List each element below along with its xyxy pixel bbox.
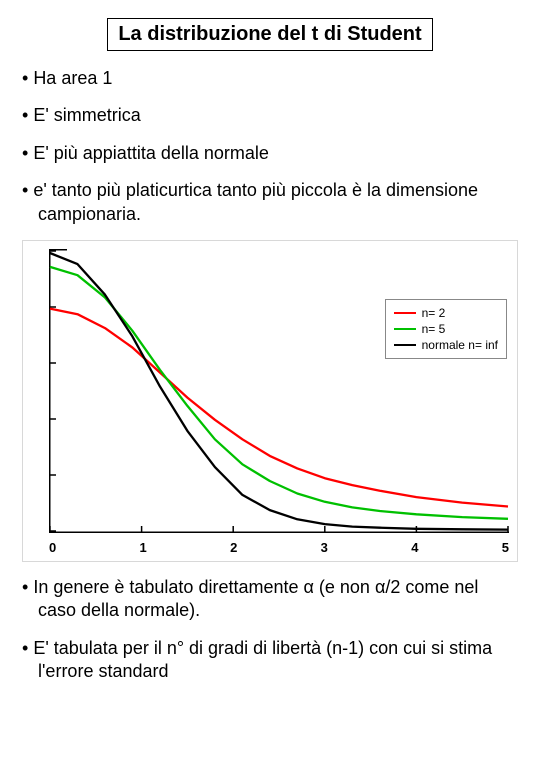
legend-label: normale n= inf: [422, 338, 498, 352]
x-tick-label: 2: [230, 540, 237, 555]
bullet-item: E' tabulata per il n° di gradi di libert…: [22, 637, 518, 684]
legend-swatch: [394, 344, 416, 346]
bullet-item: e' tanto più platicurtica tanto più picc…: [22, 179, 518, 226]
legend-label: n= 2: [422, 306, 446, 320]
bullet-item: E' più appiattita della normale: [22, 142, 518, 165]
title-box: La distribuzione del t di Student: [107, 18, 432, 51]
x-tick-label: 5: [502, 540, 509, 555]
page-title: La distribuzione del t di Student: [118, 23, 421, 45]
legend-row: n= 2: [394, 306, 498, 320]
legend-label: n= 5: [422, 322, 446, 336]
x-tick-label: 3: [321, 540, 328, 555]
bullets-bottom: In genere è tabulato direttamente α (e n…: [22, 576, 518, 684]
legend-swatch: [394, 312, 416, 314]
legend-swatch: [394, 328, 416, 330]
x-tick-label: 1: [140, 540, 147, 555]
legend-row: normale n= inf: [394, 338, 498, 352]
bullets-top: Ha area 1 E' simmetrica E' più appiattit…: [22, 67, 518, 226]
legend: n= 2 n= 5 normale n= inf: [385, 299, 507, 359]
legend-row: n= 5: [394, 322, 498, 336]
chart-container: n= 2 n= 5 normale n= inf 0 1 2 3 4 5: [22, 240, 518, 562]
x-tick-label: 4: [411, 540, 418, 555]
bullet-item: In genere è tabulato direttamente α (e n…: [22, 576, 518, 623]
x-tick-label: 0: [49, 540, 56, 555]
bullet-item: E' simmetrica: [22, 104, 518, 127]
x-axis-ticks: 0 1 2 3 4 5: [49, 540, 509, 555]
bullet-item: Ha area 1: [22, 67, 518, 90]
plot-area: [49, 249, 509, 533]
chart-svg: [49, 249, 509, 533]
